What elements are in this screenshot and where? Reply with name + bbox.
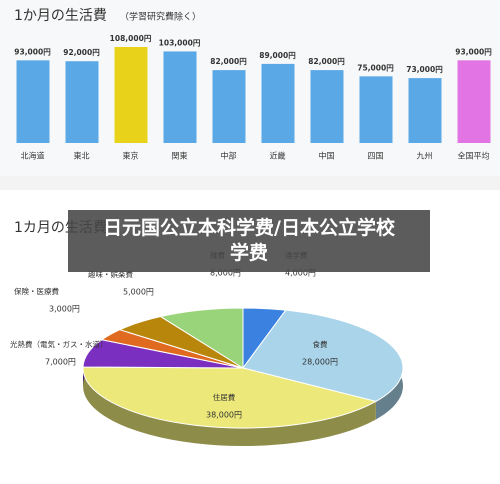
chart-title: 1か月の生活費 [14, 8, 107, 24]
x-tick-label: 全国平均 [458, 151, 490, 161]
slice-value-label: 4,000円 [285, 269, 316, 278]
bar [114, 47, 148, 143]
x-tick-label: 中部 [221, 151, 237, 161]
bar [359, 76, 393, 143]
x-tick-label: 東京 [123, 151, 139, 161]
slice-value-label: 38,000円 [206, 411, 242, 420]
bar [65, 61, 99, 143]
bar [16, 60, 50, 144]
slice-label: 趣味・娯楽費 [88, 269, 133, 279]
x-tick-label: 東北 [74, 151, 90, 161]
bar [212, 70, 246, 143]
bar [408, 78, 442, 143]
slice-value-label: 8,000円 [210, 269, 241, 278]
value-label: 73,000円 [406, 65, 443, 74]
pie-side [83, 366, 376, 446]
slice-label: 住居費 [213, 392, 236, 402]
x-tick-label: 九州 [417, 152, 433, 161]
value-label: 75,000円 [357, 63, 394, 72]
slice-value-label: 5,000円 [123, 288, 154, 297]
value-label: 108,000円 [110, 34, 152, 43]
value-label: 82,000円 [210, 57, 247, 66]
value-label: 93,000円 [14, 47, 51, 56]
pie-slice [159, 307, 244, 369]
bar [163, 51, 197, 143]
chart-subtitle: （学習研究費除く） [120, 11, 201, 23]
x-tick-label: 近畿 [270, 151, 286, 161]
bar [457, 60, 491, 144]
slice-value-label: 28,000円 [302, 358, 338, 367]
slice-label: 食費 [313, 339, 328, 349]
x-tick-label: 四国 [368, 152, 384, 161]
value-label: 89,000円 [259, 51, 296, 60]
slice-label: 保険・医療費 [14, 286, 59, 296]
x-tick-label: 関東 [172, 151, 188, 161]
value-label: 92,000円 [63, 48, 100, 57]
x-tick-label: 中国 [319, 151, 335, 161]
bar [261, 63, 295, 144]
value-label: 103,000円 [159, 38, 201, 47]
banner-text: 日元国公立本科学费/日本公立学校学费 [103, 217, 395, 264]
slice-value-label: 7,000円 [45, 358, 76, 367]
pie-slice [242, 309, 404, 402]
banner: 日元国公立本科学费/日本公立学校学费 [68, 210, 430, 272]
slice-label: 光熱費（電気・ガス・水道） [10, 339, 108, 349]
value-label: 82,000円 [308, 57, 345, 66]
slice-value-label: 3,000円 [49, 305, 80, 314]
bar [310, 70, 344, 143]
pie-slice [82, 366, 378, 429]
value-label: 93,000円 [455, 47, 492, 56]
x-tick-label: 北海道 [21, 151, 45, 161]
